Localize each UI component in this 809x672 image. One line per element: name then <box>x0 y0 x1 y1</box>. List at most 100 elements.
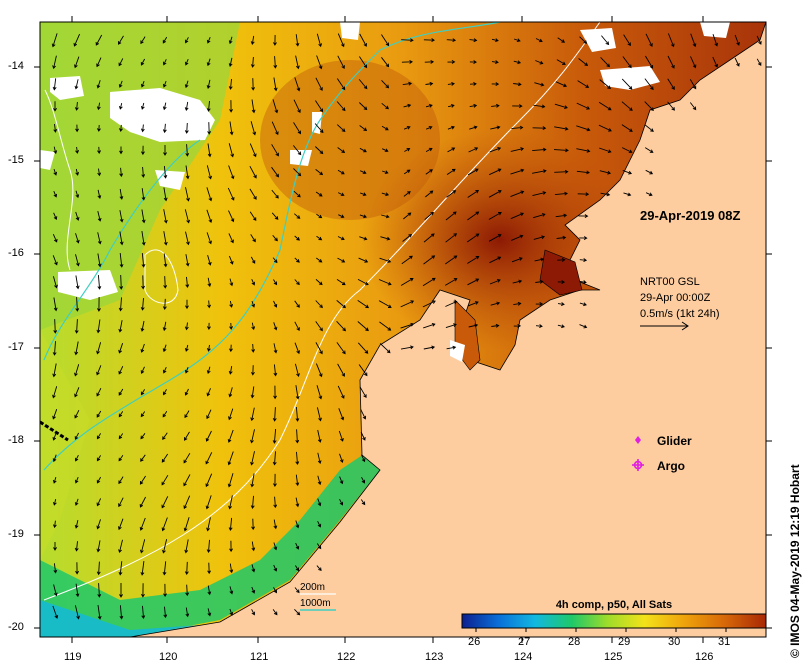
current-vector <box>554 169 569 174</box>
current-vector <box>140 102 145 110</box>
current-vector <box>206 539 211 553</box>
current-vector <box>554 126 569 131</box>
current-vector <box>378 300 392 308</box>
current-vector <box>555 213 568 218</box>
current-vector <box>360 499 366 506</box>
current-vector <box>141 231 146 246</box>
current-vector <box>95 34 103 46</box>
current-vector <box>139 475 146 485</box>
current-vector <box>206 232 212 245</box>
current-vector <box>447 103 455 108</box>
current-vector <box>184 59 189 66</box>
current-vector <box>52 476 57 484</box>
current-vector <box>97 189 102 199</box>
current-vector <box>96 57 102 68</box>
current-vector <box>96 540 101 553</box>
current-vector <box>97 296 101 312</box>
current-vector <box>378 279 392 286</box>
current-vector <box>338 430 344 442</box>
cloud-patch <box>110 88 215 142</box>
current-vector <box>184 322 189 331</box>
glider-track <box>40 420 69 442</box>
current-vector <box>96 387 102 397</box>
current-vector <box>141 253 146 268</box>
current-vector <box>577 192 590 197</box>
current-vector <box>357 300 370 309</box>
current-vector <box>162 321 167 332</box>
current-vector <box>756 35 762 45</box>
current-vector <box>228 57 233 67</box>
current-vector <box>52 605 59 619</box>
current-vector <box>206 100 211 112</box>
current-vector <box>185 144 190 157</box>
current-vector <box>52 454 57 463</box>
current-vector <box>183 495 191 510</box>
current-vector <box>513 38 521 43</box>
current-vector <box>533 235 546 240</box>
current-vector <box>118 366 124 375</box>
current-vector <box>295 520 300 529</box>
current-vector <box>185 165 190 180</box>
current-vector <box>512 104 523 108</box>
current-vector <box>227 473 234 488</box>
current-vector <box>315 321 323 332</box>
current-vector <box>623 34 631 47</box>
current-vector <box>250 35 255 45</box>
current-vector <box>690 33 697 48</box>
current-vector <box>316 407 322 422</box>
current-vector <box>229 586 234 595</box>
current-vector <box>140 81 145 88</box>
current-vector <box>74 79 79 90</box>
current-vector <box>206 344 211 352</box>
current-vector <box>382 170 389 175</box>
lon-tick-label: 121 <box>250 651 269 663</box>
current-vector <box>644 124 654 132</box>
current-vector <box>163 166 168 179</box>
current-vector <box>467 278 480 286</box>
current-vector <box>273 322 278 331</box>
current-vector <box>118 320 123 333</box>
current-vector <box>118 35 124 45</box>
current-vector <box>52 409 58 420</box>
current-vector <box>249 143 257 158</box>
current-vector <box>162 389 167 396</box>
current-vector <box>423 38 435 42</box>
current-vector <box>118 124 123 132</box>
current-vector <box>316 257 323 263</box>
current-vector <box>315 77 323 91</box>
current-vector <box>185 276 190 288</box>
current-vector <box>228 366 233 375</box>
current-vector <box>74 477 79 484</box>
current-vector <box>272 428 277 444</box>
current-vector <box>162 344 167 353</box>
current-vector <box>381 102 389 110</box>
current-vector <box>74 519 79 529</box>
current-vector <box>74 387 80 398</box>
current-vector <box>316 213 323 219</box>
current-vector <box>316 55 323 70</box>
current-vector <box>75 168 80 176</box>
current-vector <box>316 235 323 241</box>
lat-tick-label: -14 <box>8 60 24 72</box>
current-vector <box>251 586 256 594</box>
current-vector <box>273 564 278 572</box>
current-vector <box>337 169 345 175</box>
current-vector <box>490 301 501 306</box>
lon-tick-label: 125 <box>604 651 623 663</box>
current-vector <box>337 385 345 399</box>
current-vector <box>250 407 255 422</box>
current-vector <box>141 166 146 178</box>
current-vector <box>250 234 256 243</box>
current-vector <box>425 169 433 175</box>
current-vector <box>402 233 413 242</box>
current-vector <box>250 495 255 509</box>
current-vector <box>422 300 436 308</box>
current-vector <box>403 125 411 130</box>
current-vector <box>163 253 168 268</box>
current-vector <box>96 433 101 440</box>
current-vector <box>207 322 211 330</box>
current-vector <box>271 212 279 220</box>
current-vector <box>532 213 546 219</box>
current-vector <box>510 147 525 152</box>
current-vector <box>140 58 145 66</box>
